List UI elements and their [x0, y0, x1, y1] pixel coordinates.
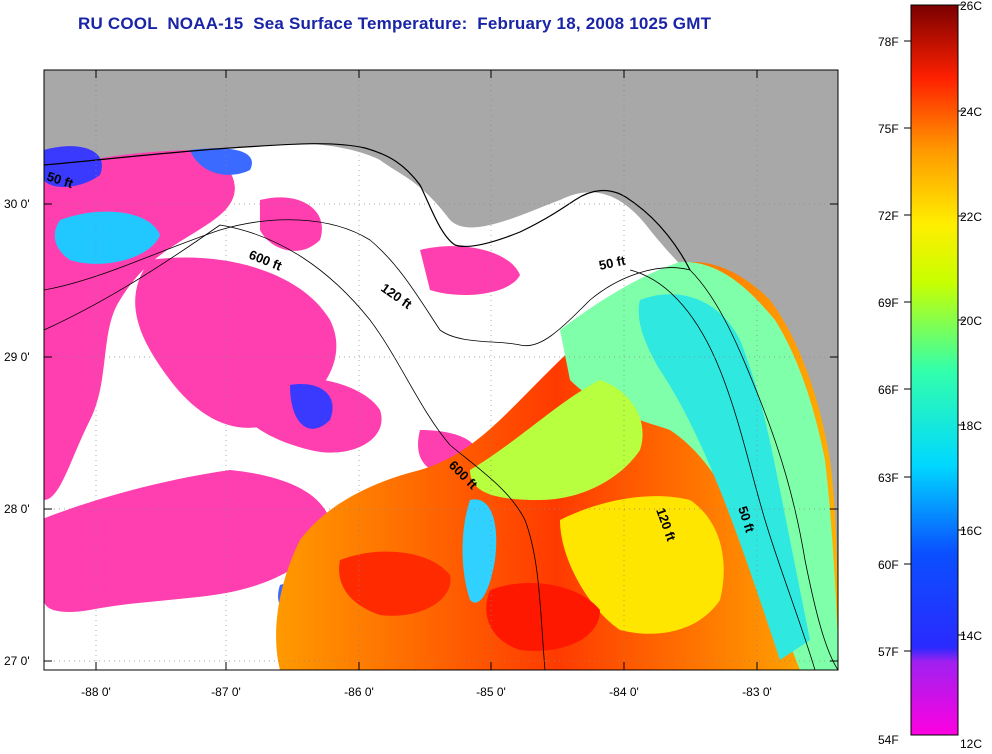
colorbar	[910, 4, 959, 736]
colorbar-ticks	[904, 4, 965, 652]
colorbar-c-label: 18C	[960, 419, 982, 433]
colorbar-c-label: 12C	[960, 737, 982, 751]
lon-label: -84 0'	[609, 685, 639, 699]
colorbar-c-label: 24C	[960, 105, 982, 119]
colorbar-f-label: 75F	[878, 122, 899, 136]
colorbar-f-label: 63F	[878, 471, 899, 485]
colorbar-c-label: 26C	[960, 0, 982, 13]
isobath-120ft	[44, 219, 838, 670]
lat-label: 29 0'	[4, 350, 30, 364]
tick-marks	[44, 70, 838, 670]
colorbar-c-label: 14C	[960, 629, 982, 643]
lon-label: -87 0'	[211, 685, 241, 699]
isobath-50ft	[629, 269, 816, 670]
colorbar-c-label: 22C	[960, 210, 982, 224]
graticule	[44, 70, 838, 670]
lat-label: 27 0'	[4, 654, 30, 668]
colorbar-f-label: 54F	[878, 733, 899, 747]
lon-label: -85 0'	[476, 685, 506, 699]
colorbar-f-label: 57F	[878, 645, 899, 659]
lat-label: 28 0'	[4, 502, 30, 516]
colorbar-c-label: 20C	[960, 314, 982, 328]
colorbar-f-label: 60F	[878, 558, 899, 572]
coastline	[44, 143, 691, 271]
colorbar-f-label: 66F	[878, 383, 899, 397]
colorbar-f-label: 72F	[878, 209, 899, 223]
lon-label: -83 0'	[742, 685, 772, 699]
map-title: RU COOL NOAA-15 Sea Surface Temperature:…	[78, 14, 712, 33]
lon-label: -86 0'	[344, 685, 374, 699]
lat-label: 30 0'	[4, 197, 30, 211]
lon-label: -88 0'	[81, 685, 111, 699]
colorbar-f-label: 78F	[878, 35, 899, 49]
colorbar-c-label: 16C	[960, 524, 982, 538]
map-frame	[43, 69, 839, 671]
colorbar-f-label: 69F	[878, 296, 899, 310]
isobath-label: 50 ft	[598, 253, 628, 273]
isobath-600ft	[44, 224, 546, 670]
